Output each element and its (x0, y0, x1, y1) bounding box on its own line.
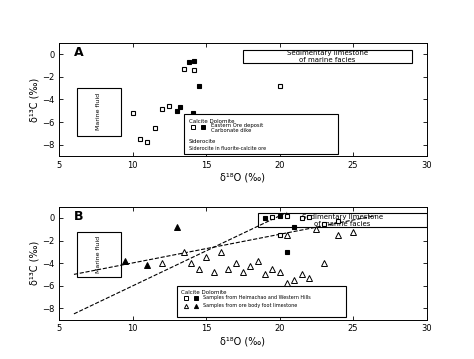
Bar (257, 214, 427, 227)
Text: Calcite Dolomite: Calcite Dolomite (181, 290, 227, 295)
Text: Eastern Ore deposit
Carbonate dike: Eastern Ore deposit Carbonate dike (210, 123, 263, 134)
Y-axis label: δ¹³C (‰): δ¹³C (‰) (29, 241, 39, 285)
Text: B: B (74, 210, 83, 223)
Bar (243, 50, 412, 64)
Text: Sedimentary limestone
of marine facies: Sedimentary limestone of marine facies (287, 50, 368, 63)
Bar (177, 286, 346, 317)
X-axis label: δ¹⁸O (‰): δ¹⁸O (‰) (220, 173, 265, 182)
Y-axis label: δ¹³C (‰): δ¹³C (‰) (29, 78, 39, 122)
Text: Calcite Dolomite: Calcite Dolomite (189, 119, 234, 123)
Text: Siderocite in fluorite-calcite ore: Siderocite in fluorite-calcite ore (189, 146, 266, 151)
Text: Marine fluid: Marine fluid (96, 236, 101, 272)
X-axis label: δ¹⁸O (‰): δ¹⁸O (‰) (220, 336, 265, 346)
Bar (184, 114, 338, 154)
Text: Samples from ore body foot limestone: Samples from ore body foot limestone (203, 303, 298, 308)
Text: Sedimentary limestone
of marine facies: Sedimentary limestone of marine facies (301, 214, 383, 227)
Text: Samples from Heimachao and Western Hills: Samples from Heimachao and Western Hills (203, 295, 311, 300)
Bar (77, 88, 121, 136)
Text: A: A (74, 46, 83, 60)
Bar (77, 232, 121, 277)
Text: Marine fluid: Marine fluid (96, 93, 101, 130)
Text: Siderocite: Siderocite (189, 139, 216, 144)
